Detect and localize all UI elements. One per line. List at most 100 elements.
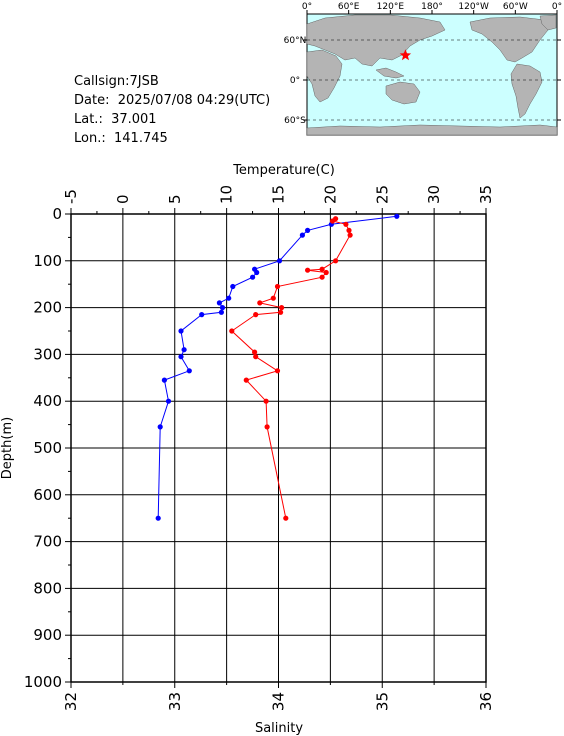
- map-top-tick-label: 120°E: [377, 2, 405, 12]
- salinity-point: [257, 300, 263, 306]
- temperature-point: [250, 274, 256, 280]
- lat-row: Lat.: 37.001: [74, 110, 270, 129]
- map-side-tick-label: 0°: [290, 76, 300, 86]
- depth-tick-label: 900: [33, 626, 62, 644]
- land-australia: [385, 81, 421, 105]
- temperature-tick-label: -5: [62, 189, 80, 204]
- depth-tick-label: 300: [33, 345, 62, 363]
- salinity-point: [270, 295, 276, 301]
- temperature-tick-label: 5: [166, 194, 184, 204]
- land-south-america: [510, 63, 543, 119]
- depth-tick-label: 0: [52, 205, 62, 223]
- depth-tick-label: 200: [33, 299, 62, 317]
- salinity-point: [263, 398, 269, 404]
- salinity-point: [343, 221, 349, 227]
- temperature-axis-label: Temperature(C): [232, 163, 335, 178]
- temperature-profile-line: [157, 215, 397, 519]
- depth-tick-label: 400: [33, 392, 62, 410]
- land-africa: [306, 49, 343, 103]
- lon-value: 141.745: [114, 131, 168, 146]
- depth-tick-label: 1000: [24, 673, 62, 691]
- salinity-point: [264, 424, 270, 430]
- salinity-point: [279, 305, 285, 311]
- salinity-tick-label: 34: [270, 692, 288, 711]
- salinity-point: [274, 283, 281, 290]
- salinity-point: [253, 312, 259, 318]
- depth-tick-label: 500: [33, 439, 62, 457]
- salinity-point: [319, 266, 325, 272]
- temperature-point: [226, 295, 232, 301]
- callsign-value: 7JSB: [129, 74, 159, 89]
- salinity-axis-label: Salinity: [255, 721, 303, 736]
- temperature-point: [161, 377, 167, 383]
- map-side-tick-label: 60°N: [284, 36, 307, 46]
- depth-tick-label: 800: [33, 579, 62, 597]
- station-info: Callsign:7JSB Date: 2025/07/08 04:29(UTC…: [74, 72, 270, 148]
- salinity-point: [329, 218, 336, 224]
- date-row: Date: 2025/07/08 04:29(UTC): [74, 91, 270, 110]
- temperature-point: [254, 269, 260, 276]
- salinity-point: [229, 328, 235, 334]
- salinity-tick-label: 36: [477, 692, 495, 711]
- temperature-point: [299, 232, 305, 238]
- map-top-tick-label: 0°: [302, 2, 312, 12]
- date-value: 2025/07/08 04:29(UTC): [117, 93, 271, 108]
- salinity-profile-line: [231, 218, 351, 519]
- temperature-tick-label: 30: [425, 185, 443, 204]
- temperature-point: [216, 300, 222, 306]
- temperature-point: [155, 515, 161, 521]
- callsign-row: Callsign:7JSB: [74, 72, 270, 91]
- salinity-point: [319, 274, 325, 280]
- temperature-point: [218, 309, 224, 315]
- salinity-tick-label: 33: [166, 692, 184, 711]
- map-tick-labels: 0° 60°E 120°E 180° 120°W 60°W 0° 60°N 0° 60°S: [284, 2, 562, 126]
- salinity-tick-label: 35: [373, 692, 391, 711]
- land-greenland: [539, 14, 557, 31]
- depth-tick-label: 600: [33, 486, 62, 504]
- salinity-point: [346, 227, 352, 233]
- map-top-tick-label: 0°: [552, 2, 562, 12]
- salinity-point: [252, 349, 258, 355]
- temperature-tick-label: 15: [270, 185, 288, 204]
- temperature-point: [219, 305, 226, 311]
- depth-axis-label: Depth(m): [0, 417, 15, 479]
- land-antarctica: [306, 124, 558, 136]
- salinity-point: [283, 515, 289, 521]
- lon-row: Lon.: 141.745: [74, 129, 270, 148]
- callsign-label: Callsign:: [74, 74, 130, 89]
- salinity-point: [274, 368, 281, 374]
- salinity-point: [243, 377, 249, 383]
- temperature-point: [305, 227, 311, 233]
- map-top-tick-label: 120°W: [458, 2, 489, 12]
- temperature-point: [394, 213, 400, 219]
- temperature-tick-label: 10: [218, 185, 236, 204]
- temperature-point: [178, 328, 184, 334]
- data-series: [155, 213, 400, 521]
- land-indonesia: [375, 67, 405, 79]
- map-land: [306, 14, 558, 136]
- temperature-axis: -5 0 5 10 15 20 25 30 35: [62, 185, 495, 214]
- lon-label: Lon.:: [74, 131, 106, 146]
- temperature-tick-label: 0: [114, 194, 132, 204]
- salinity-point: [323, 269, 329, 276]
- salinity-point: [278, 309, 284, 315]
- station-marker-star-icon: [399, 49, 412, 61]
- salinity-point: [253, 354, 259, 360]
- salinity-point: [347, 232, 353, 238]
- temperature-point: [199, 312, 205, 318]
- salinity-point: [333, 258, 339, 264]
- salinity-point: [305, 267, 311, 273]
- date-label: Date:: [74, 93, 110, 108]
- lat-label: Lat.:: [74, 112, 103, 127]
- land-eurasia: [306, 14, 446, 67]
- temperature-tick-label: 35: [477, 185, 495, 204]
- depth-axis: 0 100 200 300 400 500 600 700 800 900 1000: [24, 205, 71, 691]
- temperature-point: [276, 258, 283, 264]
- depth-tick-label: 700: [33, 533, 62, 551]
- temperature-point: [181, 347, 187, 353]
- lat-value: 37.001: [111, 112, 157, 127]
- map-side-tick-label: 60°S: [284, 116, 306, 126]
- world-map: 0° 60°E 120°E 180° 120°W 60°W 0° 60°N 0° 60°S: [284, 2, 562, 136]
- temperature-point: [186, 368, 192, 374]
- depth-tick-label: 100: [33, 252, 62, 270]
